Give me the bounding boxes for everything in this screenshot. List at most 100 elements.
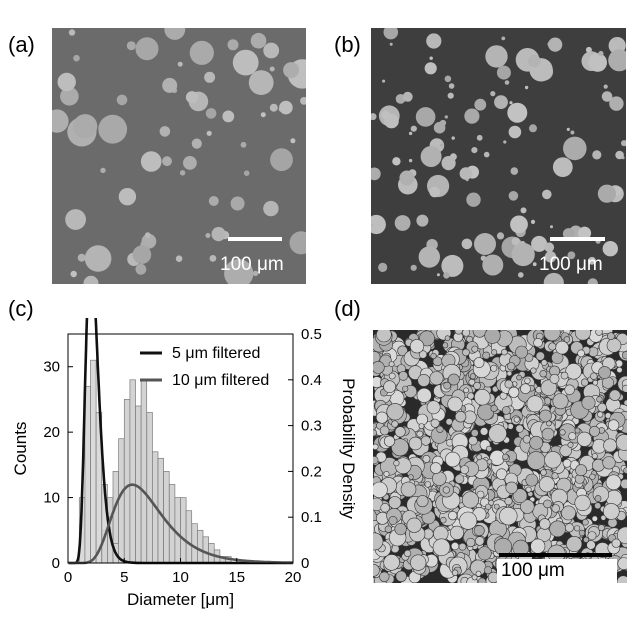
- droplet: [543, 499, 552, 509]
- droplet: [597, 411, 604, 418]
- droplet: [603, 503, 620, 520]
- droplet: [447, 92, 454, 99]
- droplet: [230, 196, 245, 211]
- droplet: [598, 366, 611, 379]
- droplet: [509, 101, 513, 105]
- droplet: [183, 156, 197, 170]
- droplet: [189, 40, 214, 65]
- droplet: [623, 467, 627, 474]
- droplet: [450, 525, 465, 540]
- histogram-bar: [84, 385, 91, 564]
- droplet: [524, 353, 534, 363]
- droplet: [504, 497, 513, 506]
- scale-text-d: 100 μm: [501, 560, 565, 581]
- droplet: [283, 62, 300, 79]
- droplet: [440, 516, 447, 524]
- histogram-bar: [191, 523, 198, 564]
- droplet: [289, 231, 306, 255]
- droplet: [597, 524, 605, 532]
- droplet: [383, 471, 390, 478]
- droplet: [269, 66, 275, 72]
- droplet: [499, 506, 518, 526]
- droplet: [260, 112, 266, 118]
- droplet: [578, 226, 592, 240]
- droplet: [447, 373, 460, 386]
- droplet: [611, 538, 621, 548]
- droplet: [300, 97, 306, 105]
- droplet: [175, 255, 183, 262]
- y-tick-label-left: 0: [52, 555, 60, 572]
- droplet: [561, 505, 576, 521]
- droplet: [100, 167, 106, 174]
- histogram-bar: [90, 359, 97, 564]
- droplet: [493, 503, 500, 510]
- droplet: [508, 386, 520, 398]
- droplet: [507, 423, 514, 430]
- droplet: [531, 235, 548, 252]
- droplet: [560, 371, 569, 380]
- droplet: [552, 393, 569, 410]
- droplet: [454, 410, 467, 423]
- droplet: [443, 272, 450, 279]
- droplet: [508, 191, 519, 201]
- droplet: [526, 395, 544, 413]
- droplet: [603, 438, 617, 453]
- droplet: [504, 80, 510, 85]
- droplet: [442, 486, 450, 494]
- droplet: [544, 451, 562, 469]
- droplet: [507, 102, 528, 123]
- droplet: [380, 503, 390, 513]
- droplet: [451, 136, 455, 140]
- droplet: [485, 45, 508, 68]
- micrograph-d: 100 μm: [373, 330, 627, 583]
- droplet: [476, 454, 483, 461]
- droplet: [162, 77, 178, 93]
- droplet: [432, 471, 447, 486]
- droplet: [208, 196, 219, 206]
- droplet: [403, 549, 412, 557]
- droplet: [530, 219, 536, 224]
- droplet: [575, 464, 587, 477]
- droplet: [567, 441, 574, 448]
- droplet: [373, 429, 377, 437]
- droplet: [525, 473, 539, 487]
- droplet: [205, 108, 217, 119]
- droplet: [559, 429, 566, 436]
- droplet: [418, 350, 428, 359]
- histogram-bar: [118, 438, 125, 564]
- droplet: [576, 431, 592, 447]
- droplet: [426, 400, 441, 415]
- droplet: [581, 395, 596, 410]
- droplet: [617, 526, 627, 544]
- droplet: [542, 189, 552, 200]
- droplet: [135, 263, 147, 275]
- droplet: [416, 387, 432, 403]
- droplet: [574, 525, 581, 532]
- droplet: [444, 451, 461, 468]
- droplet: [263, 42, 280, 59]
- droplet: [466, 537, 476, 548]
- droplet: [494, 95, 508, 109]
- droplet: [224, 259, 254, 284]
- droplet: [602, 241, 618, 257]
- droplet: [607, 419, 620, 431]
- droplet: [589, 425, 600, 437]
- droplet: [440, 143, 444, 147]
- droplet: [415, 107, 436, 127]
- droplet: [491, 349, 498, 356]
- droplet: [592, 379, 599, 386]
- droplet: [379, 571, 390, 583]
- legend-entry: 10 μm filtered: [172, 372, 269, 389]
- droplet: [613, 37, 618, 41]
- droplet: [444, 335, 451, 341]
- droplet: [211, 227, 226, 242]
- droplet: [418, 423, 425, 429]
- droplet: [471, 147, 478, 154]
- droplet: [450, 542, 460, 551]
- droplet: [552, 157, 573, 178]
- droplet: [548, 40, 552, 44]
- droplet: [206, 130, 212, 136]
- droplet: [406, 517, 422, 533]
- histogram-bar: [146, 412, 153, 564]
- droplet: [444, 115, 448, 119]
